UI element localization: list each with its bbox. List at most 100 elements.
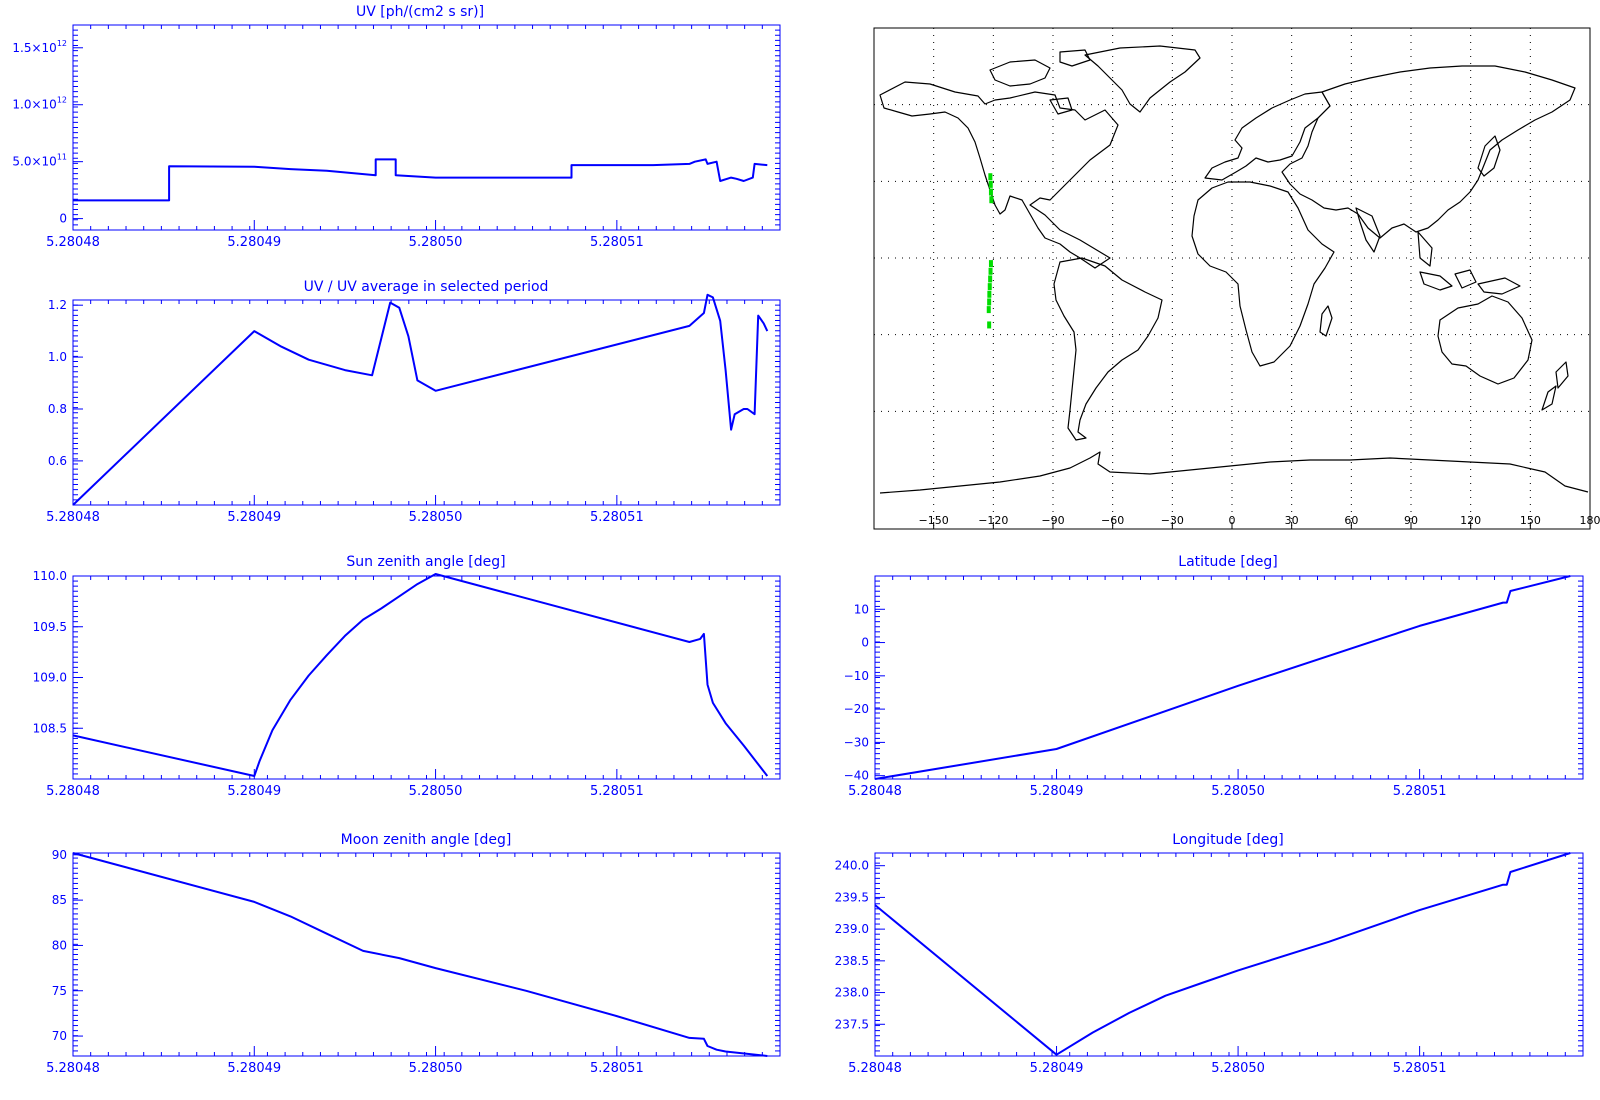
south-asia-coastline [1355, 207, 1433, 267]
track-point [988, 188, 993, 196]
longitude-x-tick-label: 5.28050 [1211, 1061, 1265, 1076]
latitude-x-tick-label: 5.28048 [848, 784, 902, 799]
map-x-tick-label: 30 [1285, 514, 1299, 527]
moon-zenith-title: Moon zenith angle [deg] [341, 832, 512, 848]
greenland-coastline [1084, 45, 1201, 113]
sun_zenith-x-tick-label: 5.28050 [409, 784, 463, 799]
latitude-y-tick-label: −40 [844, 769, 869, 783]
map-x-tick-label: 60 [1344, 514, 1358, 527]
track-point [988, 180, 993, 188]
latitude-marks: 5.28048 5.28049 5.28050 5.28051 −40 −30 −20 −10… [844, 575, 1584, 799]
track-point [988, 173, 993, 181]
uv-ratio-title: UV / UV average in selected period [304, 279, 549, 295]
new-zealand-coastline [1541, 361, 1569, 411]
latitude-panel: Latitude [deg] [874, 554, 1584, 780]
longitude-x-tick-label: 5.28051 [1393, 1061, 1447, 1076]
sun_zenith-x-tick-label: 5.28051 [590, 784, 644, 799]
moon_zenith-y-tick-label: 75 [52, 984, 67, 998]
asia-coastline [1281, 65, 1576, 239]
indonesia-coastline [1419, 269, 1521, 295]
north-america-coastline [879, 81, 1119, 269]
sun_zenith-x-tick-label: 5.28049 [227, 784, 281, 799]
world-map-panel: −150 −120 −90 −60 −30 0 30 60 90 120 150 180 [873, 27, 1600, 530]
satellite-track [986, 173, 994, 329]
longitude-y-tick-label: 239.5 [835, 890, 869, 904]
uv_ratio-y-tick-label: 1.2 [48, 298, 67, 312]
sun-zenith-title: Sun zenith angle [deg] [346, 554, 505, 570]
map-x-tick-label: 0 [1229, 514, 1236, 527]
uv-x-tick-label: 5.28051 [590, 235, 644, 250]
uv_ratio-y-tick-label: 0.8 [48, 402, 67, 416]
latitude-y-tick-label: −10 [844, 669, 869, 683]
map-x-tick-label: −120 [978, 514, 1008, 527]
moon_zenith-y-tick-label: 90 [52, 848, 67, 862]
map-graticule [874, 28, 1590, 529]
longitude-y-tick-label: 237.5 [835, 1017, 869, 1031]
map-x-tick-label: 180 [1580, 514, 1600, 527]
uv-y-tick-label: 1.5×1012 [12, 39, 67, 55]
longitude-y-tick-label: 240.0 [835, 859, 869, 873]
uv_ratio-series-line [72, 293, 769, 506]
uv-title: UV [ph/(cm2 s sr)] [356, 4, 484, 20]
moon_zenith-series-line [72, 852, 768, 1057]
uv_ratio-x-tick-label: 5.28049 [227, 510, 281, 525]
sun_zenith-marks: 5.28048 5.28049 5.28050 5.28051 108.5 109.0 10… [33, 569, 781, 799]
latitude-y-tick-label: −30 [844, 735, 869, 749]
track-point [987, 290, 992, 298]
japan-coastline [1477, 135, 1501, 177]
map-x-tick-label: −90 [1041, 514, 1064, 527]
dynamic-layer: 5.28048 5.28049 5.28050 5.28051 0 5.0×1011 1.0… [12, 24, 1584, 1076]
latitude-title: Latitude [deg] [1178, 554, 1277, 570]
latitude-series-line [874, 575, 1571, 780]
latitude-y-tick-label: 0 [861, 636, 869, 650]
latitude-x-tick-label: 5.28051 [1393, 784, 1447, 799]
uv-marks: 5.28048 5.28049 5.28050 5.28051 0 5.0×1011 1.0… [12, 24, 781, 250]
longitude-series-line [874, 852, 1571, 1056]
moon_zenith-y-tick-label: 80 [52, 938, 67, 952]
uv_ratio-marks: 5.28048 5.28049 5.28050 5.28051 0.6 0.8 1.0 1.2 [46, 293, 781, 525]
uv-panel: UV [ph/(cm2 s sr)] [72, 4, 781, 231]
map-x-tick-label: 150 [1520, 514, 1541, 527]
uv-x-tick-label: 5.28049 [227, 235, 281, 250]
latitude-x-tick-label: 5.28049 [1030, 784, 1084, 799]
track-point [987, 321, 992, 329]
latitude-plot-frame [874, 575, 1584, 780]
south-america-coastline [1053, 257, 1163, 441]
track-point [986, 306, 991, 314]
longitude-marks: 5.28048 5.28049 5.28050 5.28051 237.5 238.0 23… [835, 852, 1584, 1076]
uv_ratio-y-tick-label: 0.6 [48, 454, 67, 468]
uv-y-tick-label: 1.0×1012 [12, 96, 67, 112]
uv-y-tick-label: 5.0×1011 [12, 153, 67, 169]
uv_ratio-x-tick-label: 5.28048 [46, 510, 100, 525]
sun_zenith-x-tick-label: 5.28048 [46, 784, 100, 799]
uv-y-tick-label: 0 [59, 212, 67, 226]
madagascar-coastline [1319, 305, 1333, 337]
track-point [987, 283, 992, 291]
track-point [988, 275, 993, 283]
africa-coastline [1191, 181, 1335, 367]
uv_ratio-y-tick-label: 1.0 [48, 350, 67, 364]
arctic-islands-coastline [989, 49, 1091, 115]
longitude-y-tick-label: 238.5 [835, 954, 869, 968]
uv-ratio-panel: UV / UV average in selected period [72, 279, 781, 506]
moon-zenith-plot-frame [72, 852, 781, 1057]
moon_zenith-y-tick-label: 70 [52, 1029, 67, 1043]
moon_zenith-marks: 5.28048 5.28049 5.28050 5.28051 70 75 80 85 90 [46, 848, 781, 1076]
sun_zenith-y-tick-label: 108.5 [33, 721, 67, 735]
moon_zenith-x-tick-label: 5.28049 [227, 1061, 281, 1076]
sun_zenith-series-line [72, 573, 769, 777]
map-x-tick-label: 120 [1460, 514, 1481, 527]
longitude-title: Longitude [deg] [1172, 832, 1283, 848]
longitude-plot-frame [874, 852, 1584, 1057]
longitude-panel: Longitude [deg] [874, 832, 1584, 1057]
map-x-tick-label: −30 [1161, 514, 1184, 527]
latitude-x-tick-label: 5.28050 [1211, 784, 1265, 799]
longitude-y-tick-label: 238.0 [835, 986, 869, 1000]
australia-coastline [1437, 295, 1533, 385]
sun-zenith-plot-frame [72, 575, 781, 780]
longitude-x-tick-label: 5.28049 [1030, 1061, 1084, 1076]
track-point [989, 196, 994, 204]
sun_zenith-y-tick-label: 109.5 [33, 620, 67, 634]
moon-zenith-panel: Moon zenith angle [deg] [72, 832, 781, 1057]
uv-series-line [73, 158, 768, 202]
